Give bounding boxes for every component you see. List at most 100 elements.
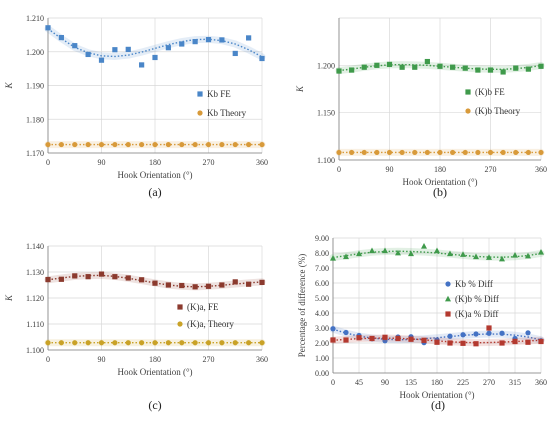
chart-panel-a: 1.170 1.180 1.190 1.200 1.210 0 90 180 270 360 Hoo… (4, 14, 268, 199)
x-tick-label: 0 (46, 355, 50, 364)
data-point (72, 273, 78, 279)
data-point (219, 37, 225, 43)
x-tick-label: 225 (457, 378, 469, 387)
data-point (382, 334, 388, 340)
data-point (179, 141, 185, 148)
data-point (421, 242, 427, 249)
data-point (382, 247, 388, 254)
x-tick-label: 360 (256, 158, 268, 167)
y-tick-label: 7.00 (315, 264, 329, 273)
data-point (45, 276, 51, 283)
data-point (538, 63, 544, 69)
data-point (246, 35, 252, 41)
data-point (499, 255, 505, 262)
x-tick-label: 360 (535, 378, 547, 387)
data-point (462, 65, 468, 71)
y-tick-label: 1.120 (26, 294, 44, 303)
data-point (192, 284, 198, 290)
data-point (525, 330, 531, 336)
y-tick-label: 8.00 (315, 249, 329, 258)
data-point (525, 339, 531, 345)
legend-label: (K)a, Theory (187, 319, 234, 329)
x-tick-label: 270 (485, 165, 497, 174)
series-b-0: (K)b FE (335, 58, 545, 97)
data-point (525, 252, 531, 259)
data-point (447, 340, 453, 346)
panel-label: (d) (431, 398, 445, 412)
data-point (499, 330, 505, 336)
data-point (246, 281, 252, 287)
legend-label: (K)b % Diff (455, 294, 499, 304)
data-point (336, 149, 342, 156)
data-point (98, 57, 105, 63)
data-point (421, 337, 427, 343)
data-point (349, 149, 355, 156)
data-point (473, 253, 479, 260)
x-tick-label: 360 (256, 355, 268, 364)
data-point (386, 61, 393, 67)
data-point (165, 45, 171, 51)
data-point (246, 141, 252, 148)
data-point (152, 54, 158, 61)
data-point (361, 64, 367, 70)
data-point (500, 149, 506, 156)
legend-label: Kb Theory (207, 108, 247, 118)
y-tick-label: 2.00 (315, 339, 329, 348)
y-tick-label: 1.00 (315, 354, 329, 363)
x-axis-label: Hook Orientation (°) (399, 390, 474, 400)
data-point (192, 141, 198, 148)
data-point (336, 68, 342, 74)
y-tick-label: 1.190 (26, 82, 44, 91)
data-point (473, 341, 479, 347)
data-point (460, 251, 466, 257)
data-point (112, 274, 118, 280)
series-a-0: Kb FE (44, 25, 266, 99)
x-tick-label: 270 (483, 378, 495, 387)
x-tick-label: 180 (434, 165, 446, 174)
x-tick-label: 135 (405, 378, 417, 387)
data-point (434, 247, 440, 254)
data-point (165, 282, 171, 288)
x-tick-label: 270 (203, 158, 215, 167)
data-point (259, 279, 265, 285)
data-point (112, 47, 118, 53)
data-point (232, 340, 238, 346)
series-b-1: (K)b Theory (335, 106, 545, 156)
data-point (259, 141, 265, 148)
y-tick-label: 0.00 (315, 369, 329, 378)
x-tick-label: 0 (331, 378, 335, 387)
series-d-2: (K)a % Diff (329, 309, 545, 347)
data-point (98, 141, 105, 148)
data-point (72, 43, 78, 49)
data-point (408, 336, 414, 342)
data-point (361, 149, 367, 156)
y-tick-label: 1.170 (26, 149, 44, 158)
data-point (450, 149, 456, 156)
legend-marker (465, 108, 471, 114)
data-point (513, 65, 519, 71)
data-point (165, 141, 171, 148)
x-axis-label: Hook Orientation (°) (117, 170, 192, 180)
y-tick-label: 1.150 (317, 109, 335, 118)
y-tick-label: 1.130 (26, 268, 44, 277)
data-point (475, 149, 481, 156)
data-point (259, 340, 265, 346)
data-point (205, 37, 212, 43)
data-point (219, 282, 225, 288)
data-point (98, 340, 105, 346)
chart-panel-d: 0.00 1.00 2.00 3.00 4.00 5.00 6.00 7.00 8.00 9.00… (297, 234, 547, 412)
data-point (343, 253, 349, 260)
data-point (437, 63, 443, 69)
data-point (395, 335, 401, 342)
data-point (450, 64, 456, 70)
data-point (447, 333, 453, 339)
y-tick-label: 6.00 (315, 279, 329, 288)
x-tick-label: 180 (149, 158, 161, 167)
panel-label: (c) (148, 398, 161, 412)
data-point (374, 62, 380, 68)
x-tick-label: 0 (337, 165, 341, 174)
data-point (179, 340, 185, 346)
data-point (356, 335, 362, 341)
data-point (85, 141, 91, 148)
series-a-1: Kb Theory (44, 108, 266, 149)
